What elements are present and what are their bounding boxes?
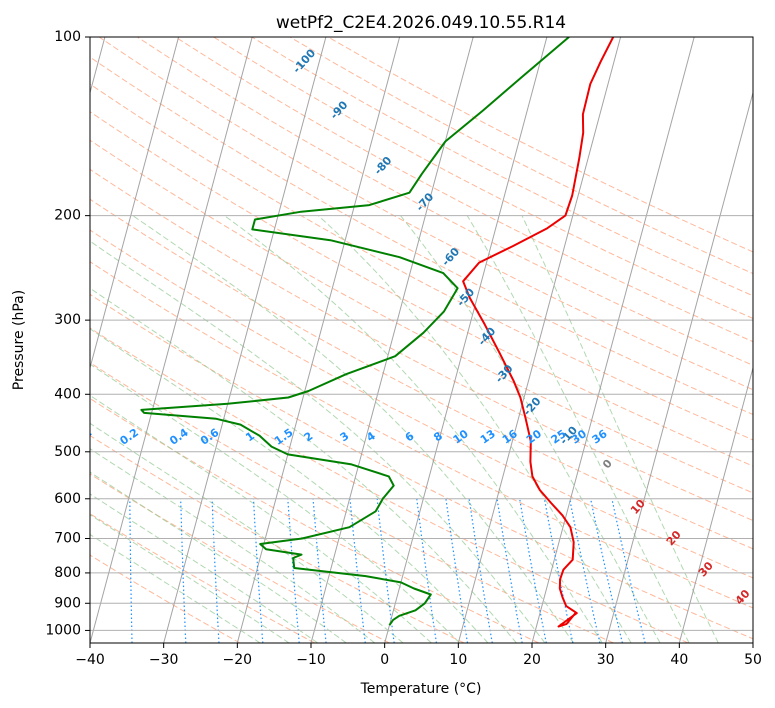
isotherm-line [163,37,327,643]
moist-adiabat-line [132,215,574,643]
x-axis: −40 −30 −20 −10 0 10 20 30 40 50 [75,643,762,668]
y-tick-label: 700 [54,531,81,547]
y-tick-label: 200 [54,208,81,224]
x-tick-label: −30 [149,652,179,668]
isotherm-line [236,37,401,643]
y-tick-label: 600 [54,491,81,507]
dry-adiabat-line [90,554,241,643]
moist-adiabat-line [90,422,404,643]
dry-adiabat-line [90,139,753,494]
dry-adiabat-line [175,37,753,343]
y-tick-label: 500 [54,444,81,460]
isotherm-line [457,37,622,643]
moist-adiabat-line [90,394,432,643]
dry-adiabat-line [90,229,753,579]
dry-adiabat-line [90,473,390,643]
profile-series [140,37,615,628]
dry-adiabat-line [90,198,753,550]
background-lines [90,37,753,643]
x-tick-label: 20 [523,652,541,668]
y-axis: 100 200 300 400 500 600 700 800 900 1000 [45,29,90,638]
dry-adiabat-line [98,37,753,391]
dry-adiabat-line [90,362,614,643]
mixing-ratio-label: 0.1 [71,426,94,448]
mixing-ratio-line [611,498,646,643]
isotherm-line [90,37,180,370]
moist-adiabat-line [90,514,290,643]
moist-adiabat-line [466,215,690,643]
moist-adiabat-line [90,287,517,643]
mixing-ratio-line [590,498,623,643]
x-tick-label: 0 [380,652,389,668]
y-tick-label: 300 [54,312,81,328]
y-tick-label: 400 [54,386,81,402]
mixing-ratio-line [569,498,601,643]
isotherm-line [531,37,695,643]
moist-adiabat-line [90,471,347,643]
dry-adiabat-line [90,397,540,643]
moist-adiabat-line [90,240,546,643]
dewpoint-line [140,37,570,626]
y-axis-title: Pressure (hPa) [11,290,27,390]
temperature-line [462,37,615,628]
y-tick-label: 900 [54,595,81,611]
moist-adiabat-line [90,328,489,643]
dry-adiabat-line [213,37,753,319]
x-axis-title: Temperature (°C) [360,681,482,697]
x-tick-label: 50 [744,652,762,668]
plot-frame [89,36,754,644]
x-tick-label: −20 [223,652,253,668]
isotherm-line [90,37,253,643]
dry-adiabat-line [90,434,465,643]
x-tick-label: −40 [75,652,105,668]
x-tick-label: −10 [296,652,326,668]
isotherm-line [384,37,548,643]
dry-adiabat-line [90,327,689,643]
x-tick-label: 30 [597,652,615,668]
moist-adiabat-line [521,215,719,643]
moist-adiabat-line [224,215,603,643]
chart-title: wetPf2_C2E4.2026.049.10.55.R14 [276,13,566,33]
moist-adiabat-line [317,215,632,643]
isotherm-line [310,37,474,643]
dry-adiabat-line [90,83,753,441]
x-tick-label: 10 [449,652,467,668]
isotherm-line [605,90,753,643]
y-tick-label: 100 [54,29,81,45]
isotherm-line [678,365,753,643]
dry-adiabat-line [251,37,753,297]
y-tick-label: 1000 [45,622,81,638]
x-tick-label: 40 [670,652,688,668]
y-tick-label: 800 [54,565,81,581]
mixing-ratio-line [543,498,574,643]
moist-adiabat-line [90,493,319,643]
dry-adiabat-line [90,261,753,609]
pressure-grid [90,37,753,631]
